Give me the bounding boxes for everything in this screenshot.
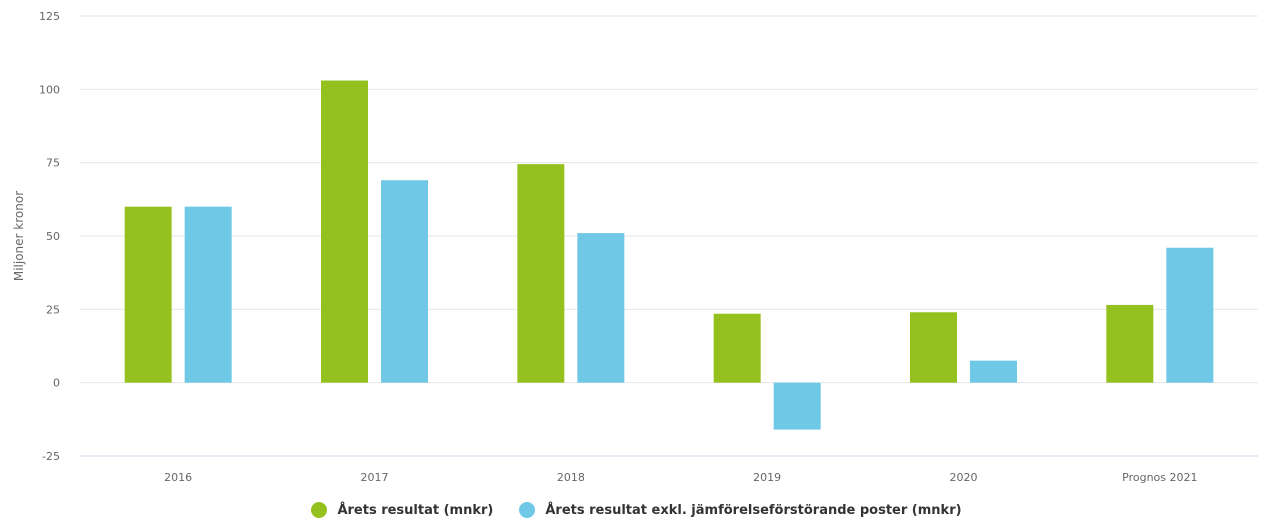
legend-marker-icon bbox=[311, 502, 328, 518]
x-axis-ticks: 2016 2017 2018 2019 2020 Prognos 2021 bbox=[164, 471, 1197, 484]
x-tick-label: Prognos 2021 bbox=[1122, 471, 1197, 484]
bar-series-1[interactable] bbox=[124, 206, 172, 383]
legend-item-arets-resultat[interactable]: Årets resultat (mnkr) bbox=[311, 502, 493, 518]
legend-label: Årets resultat (mnkr) bbox=[337, 502, 494, 518]
y-axis-ticks: -25 0 25 50 75 100 125 bbox=[39, 10, 60, 463]
legend-label: Årets resultat exkl. jämförelseförstöran… bbox=[545, 502, 962, 518]
y-tick-label: -25 bbox=[42, 450, 60, 463]
bar-series-1[interactable] bbox=[713, 313, 761, 383]
bar-series-1[interactable] bbox=[517, 164, 565, 383]
x-tick-label: 2016 bbox=[164, 471, 192, 484]
y-tick-label: 125 bbox=[39, 10, 60, 23]
legend-item-arets-resultat-exkl[interactable]: Årets resultat exkl. jämförelseförstöran… bbox=[519, 502, 962, 518]
bar-series-2[interactable] bbox=[773, 382, 821, 430]
bar-series-2[interactable] bbox=[1166, 247, 1214, 383]
x-tick-label: 2019 bbox=[753, 471, 781, 484]
x-tick-label: 2018 bbox=[557, 471, 585, 484]
y-tick-label: 50 bbox=[46, 230, 60, 243]
legend: Årets resultat (mnkr) Årets resultat exk… bbox=[0, 502, 1273, 518]
y-tick-label: 25 bbox=[46, 303, 60, 316]
bars bbox=[124, 80, 1214, 430]
bar-series-1[interactable] bbox=[321, 80, 368, 383]
y-axis-title: Miljoner kronor bbox=[12, 191, 26, 281]
bar-series-1[interactable] bbox=[1106, 304, 1154, 383]
bar-series-2[interactable] bbox=[970, 360, 1017, 383]
y-tick-label: 0 bbox=[53, 377, 60, 390]
x-tick-label: 2020 bbox=[950, 471, 978, 484]
bar-series-1[interactable] bbox=[910, 312, 957, 383]
x-tick-label: 2017 bbox=[361, 471, 389, 484]
bar-series-2[interactable] bbox=[577, 233, 625, 383]
gridlines bbox=[80, 15, 1258, 457]
bar-series-2[interactable] bbox=[184, 206, 232, 383]
y-tick-label: 75 bbox=[46, 157, 60, 170]
bar-series-2[interactable] bbox=[381, 180, 428, 383]
bar-chart: -25 0 25 50 75 100 125 2016 2017 2018 2019 2020 Pro… bbox=[12, 10, 1258, 484]
legend-marker-icon bbox=[519, 502, 536, 518]
y-tick-label: 100 bbox=[39, 83, 60, 96]
